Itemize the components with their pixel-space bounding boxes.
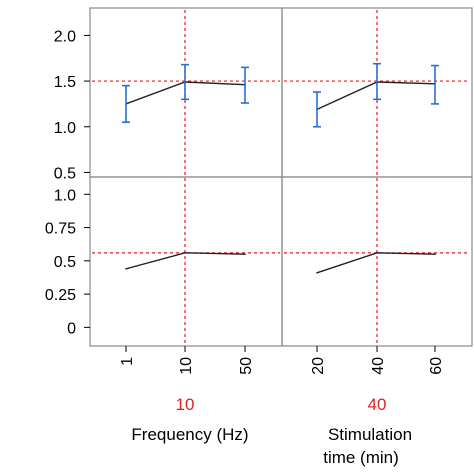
error-bar-r0-c1-2 bbox=[431, 64, 439, 105]
x-tick-label-c0-2: 50 bbox=[238, 357, 255, 375]
data-point-r1-c1-1 bbox=[376, 252, 378, 254]
panel-frame-r1-c0 bbox=[89, 176, 283, 347]
data-point-r1-c1-2 bbox=[434, 253, 436, 255]
series-line-r1-c1 bbox=[316, 252, 436, 274]
x-tick-label-c0-1: 10 bbox=[178, 357, 195, 375]
y-tick-label-r1-2: 0.5 bbox=[54, 254, 76, 271]
series-line-r1-c0 bbox=[125, 252, 246, 270]
x-tick-label-c1-0: 20 bbox=[310, 357, 327, 375]
error-bar-r0-c0-1 bbox=[181, 63, 189, 101]
data-point-r1-c0-2 bbox=[244, 253, 246, 255]
data-point-r1-c0-1 bbox=[184, 252, 186, 254]
y-tick-label-r1-1: 0.25 bbox=[45, 287, 76, 304]
data-point-r1-c0-0 bbox=[125, 268, 127, 270]
x-axis-label-stimulation-line1: Stimulation bbox=[328, 425, 412, 444]
selected-stimulation-time-value: 40 bbox=[368, 395, 387, 414]
error-bar-r0-c1-0 bbox=[313, 91, 321, 128]
error-bar-r0-c0-0 bbox=[122, 84, 130, 123]
selected-frequency-value: 10 bbox=[176, 395, 195, 414]
x-axis-label-stimulation-line2: time (min) bbox=[323, 448, 399, 467]
x-tick-label-c0-0: 1 bbox=[119, 357, 136, 366]
y-tick-label-r1-4: 1.0 bbox=[54, 187, 76, 204]
x-axis-label-frequency: Frequency (Hz) bbox=[131, 425, 248, 444]
y-tick-label-r0-3: 2.0 bbox=[54, 28, 76, 45]
series-line-r0-c1 bbox=[316, 81, 436, 111]
x-tick-label-c1-1: 40 bbox=[370, 357, 387, 375]
y-tick-label-r0-1: 1.0 bbox=[54, 120, 76, 137]
y-tick-label-r1-3: 0.75 bbox=[45, 221, 76, 238]
error-bar-r0-c0-2 bbox=[241, 66, 249, 104]
panel-frame-r0-c0 bbox=[89, 7, 283, 178]
y-tick-label-r0-2: 1.5 bbox=[54, 74, 76, 91]
data-point-r1-c1-0 bbox=[316, 272, 318, 274]
y-tick-label-r0-0: 0.5 bbox=[54, 165, 76, 182]
error-bar-r0-c1-1 bbox=[373, 62, 381, 101]
x-tick-label-c1-2: 60 bbox=[428, 357, 445, 375]
y-tick-label-r1-0: 0 bbox=[67, 320, 76, 337]
